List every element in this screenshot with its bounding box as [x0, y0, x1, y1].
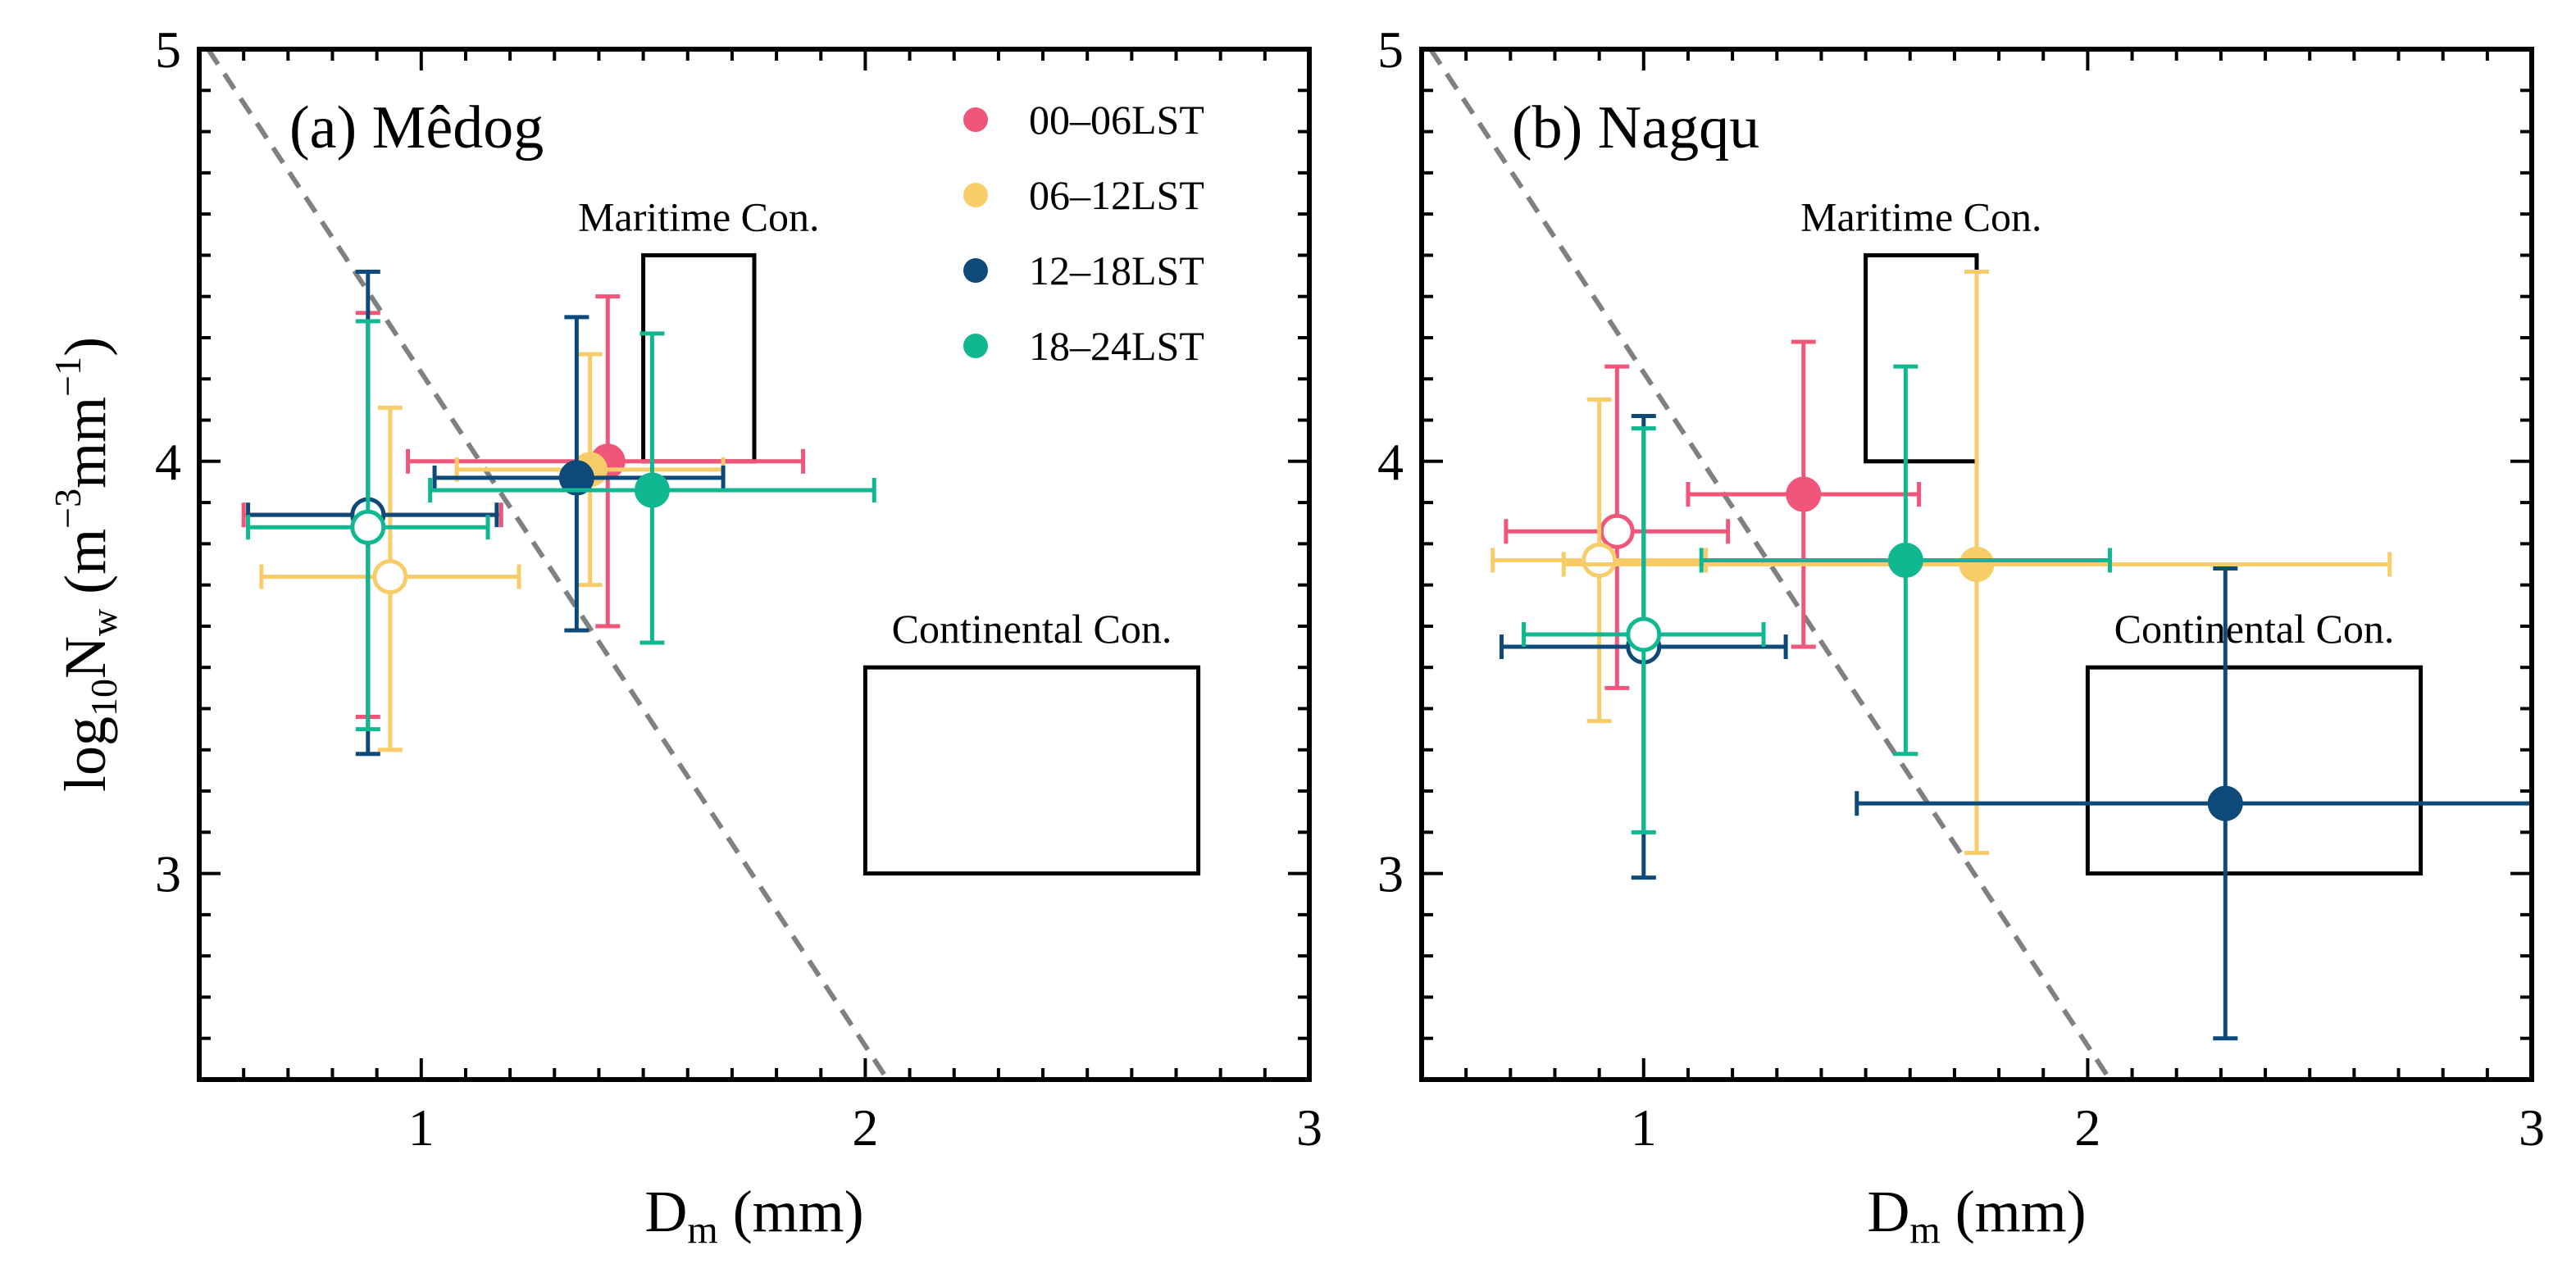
panel-b-continental-box: Continental Con. [2085, 606, 2424, 876]
legend-marker-18-24 [963, 334, 988, 358]
panel-b-s1-p1-marker [1959, 547, 1995, 582]
panel-b-title: (b) Nagqu [1512, 94, 1759, 161]
panel-a-s1-p0-marker [372, 559, 408, 595]
panel-a-x-tick-label-3: 3 [1296, 1098, 1322, 1157]
legend-label-18-24: 18–24LST [1029, 323, 1204, 369]
panel-b-x-tick-label-3: 3 [2519, 1098, 2545, 1157]
panel-b-continental-rect [2085, 665, 2424, 876]
panel-a-s3-p0-marker [350, 509, 386, 545]
panel-b-s2-p1-marker [2207, 785, 2243, 821]
panel-a-title: (a) Mêdog [289, 94, 544, 161]
panel-a-maritime-rect [641, 252, 757, 464]
panel-b-maritime-box: Maritime Con. [1800, 193, 2042, 464]
legend-label-00-06: 00–06LST [1029, 97, 1204, 143]
panel-a-x-axis-label: Dm (mm) [644, 1179, 863, 1252]
panel-a-data-marks [241, 270, 876, 757]
legend-marker-12-18 [963, 258, 988, 283]
panel-b-s1-p0-marker [1582, 542, 1618, 578]
panel-b-s0-p1-marker [1786, 476, 1822, 512]
panel-a-continental-label: Continental Con. [892, 606, 1172, 652]
y-axis-label: log10Nw (m−3mm−1) [47, 337, 125, 792]
panel-b-data-marks [1491, 270, 2532, 1041]
panel-b-tick-labels: 1 2 3 3 4 5 [1377, 20, 2545, 1157]
panel-b-y-tick-label-3: 3 [1377, 845, 1404, 903]
panel-b-y-tick-label-4: 4 [1377, 433, 1404, 491]
panel-a-continental-box: Continental Con. [862, 606, 1201, 876]
panel-b-x-axis-label: Dm (mm) [1867, 1179, 2086, 1252]
panel-b-s3-p0-marker [1626, 616, 1662, 652]
legend: 00–06LST 06–12LST 12–18LST 18–24LST [963, 97, 1204, 369]
legend-entry-00-06: 00–06LST [963, 97, 1204, 143]
panel-a-s2-p1-marker [558, 460, 594, 496]
legend-marker-06-12 [963, 183, 988, 207]
panel-b-maritime-label: Maritime Con. [1800, 193, 2041, 239]
legend-marker-00-06 [963, 107, 988, 132]
panel-b-maritime-rect [1864, 252, 1979, 464]
legend-label-06-12: 06–12LST [1029, 172, 1204, 218]
panel-b-x-tick-label-1: 1 [1631, 1098, 1657, 1157]
panel-b-plot-frame [1419, 47, 2534, 1082]
panel-b-nagqu: Maritime Con. Continental Con. (b) Nagqu… [1377, 20, 2545, 1252]
panel-a-maritime-box: Maritime Con. [578, 193, 820, 464]
legend-entry-12-18: 12–18LST [963, 248, 1204, 293]
panel-a-x-tick-label-1: 1 [408, 1098, 435, 1157]
panel-a-maritime-label: Maritime Con. [578, 193, 819, 239]
panel-b-x-tick-label-2: 2 [2074, 1098, 2100, 1157]
panel-b-y-tick-label-5: 5 [1377, 20, 1404, 79]
legend-label-12-18: 12–18LST [1029, 248, 1204, 293]
panel-a-plot-frame [197, 47, 1312, 1082]
panel-b-continental-label: Continental Con. [2114, 606, 2395, 652]
panel-a-x-tick-label-2: 2 [852, 1098, 878, 1157]
panel-a-y-tick-label-5: 5 [155, 20, 181, 79]
panel-a-tick-labels: 1 2 3 3 4 5 [155, 20, 1322, 1157]
legend-entry-18-24: 18–24LST [963, 323, 1204, 369]
panel-b-s0-p0-marker [1599, 513, 1635, 549]
panel-b-s3-p1-marker [1887, 542, 1923, 578]
panel-a-y-tick-label-4: 4 [155, 433, 181, 491]
panel-a-medog: Maritime Con. Continental Con. (a) Mêdog… [47, 20, 1322, 1252]
panel-a-y-tick-label-3: 3 [155, 845, 181, 903]
panel-a-s3-p1-marker [634, 472, 670, 508]
legend-entry-06-12: 06–12LST [963, 172, 1204, 218]
panel-a-continental-rect [862, 665, 1201, 876]
